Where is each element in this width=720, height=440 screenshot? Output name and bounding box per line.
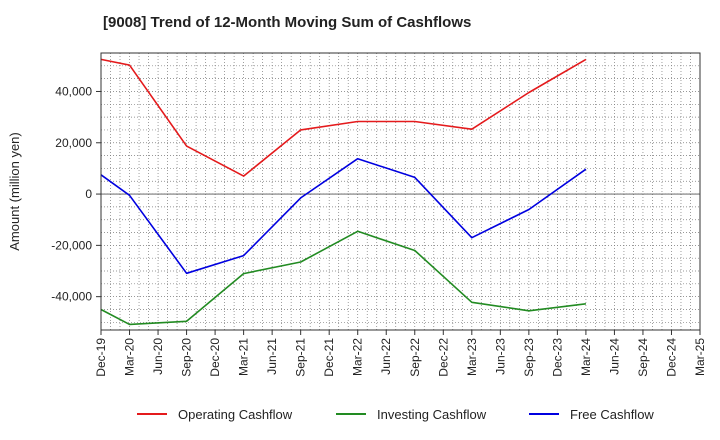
x-tick-label: Mar-24 [579,338,593,376]
x-tick-label: Dec-22 [436,338,450,377]
x-tick-label: Sep-24 [636,338,650,377]
x-tick-label: Sep-23 [522,338,536,377]
x-tick-label: Mar-21 [237,338,251,376]
x-tick-label: Sep-21 [294,338,308,377]
series-line-1 [100,58,587,177]
axis-layer: -40,000 -20,000 0 20,000 40,000 Dec-19 Mar-20 J… [7,52,707,377]
x-tick-label: Sep-22 [408,338,422,377]
legend-label-3: Free Cashflow [570,407,654,422]
y-tick-label: 0 [85,187,92,201]
x-tick-label: Mar-22 [351,338,365,376]
plot-frame [100,52,701,331]
x-tick-label: Jun-21 [265,338,279,375]
x-tick-label: Jun-20 [151,338,165,375]
x-tick-label: Dec-24 [664,338,678,377]
legend-label-2: Investing Cashflow [377,407,487,422]
chart-title: [9008] Trend of 12-Month Moving Sum of C… [103,14,472,31]
y-tick-label: 40,000 [55,84,92,98]
y-tick-label: -40,000 [51,290,92,304]
x-tick-label: Sep-20 [180,338,194,377]
series-line-3 [100,157,587,275]
x-tick-label: Dec-19 [94,338,108,377]
x-tick-label: Jun-24 [607,338,621,375]
x-tick-label: Jun-23 [493,338,507,375]
x-tick-label: Mar-20 [123,338,137,376]
y-tick-label: -20,000 [51,238,92,252]
grid-layer [100,52,701,330]
x-tick-label: Mar-23 [465,338,479,376]
y-tick-label: 20,000 [55,136,92,150]
legend: Operating Cashflow Investing Cashflow Free… [137,407,654,422]
y-axis-title: Amount (million yen) [7,132,22,251]
series-line-2 [100,230,586,326]
x-tick-label: Dec-23 [550,338,564,377]
series-layer [100,58,587,326]
legend-label-1: Operating Cashflow [178,407,293,422]
x-tick-label: Dec-21 [322,338,336,377]
x-tick-label: Mar-25 [693,338,707,376]
x-tick-label: Jun-22 [379,338,393,375]
x-tick-label: Dec-20 [208,338,222,377]
